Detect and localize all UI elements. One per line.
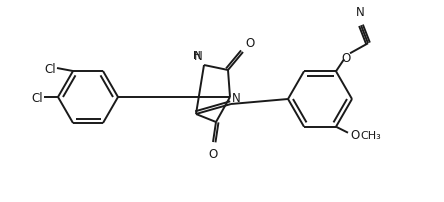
Text: N: N: [232, 91, 241, 104]
Text: Cl: Cl: [44, 62, 56, 75]
Text: O: O: [208, 147, 218, 160]
Text: O: O: [245, 37, 254, 50]
Text: O: O: [341, 52, 351, 64]
Text: N: N: [194, 50, 203, 63]
Text: Cl: Cl: [32, 91, 43, 104]
Text: H: H: [193, 51, 201, 61]
Text: N: N: [356, 6, 365, 19]
Text: CH₃: CH₃: [360, 130, 381, 140]
Text: O: O: [350, 129, 359, 142]
